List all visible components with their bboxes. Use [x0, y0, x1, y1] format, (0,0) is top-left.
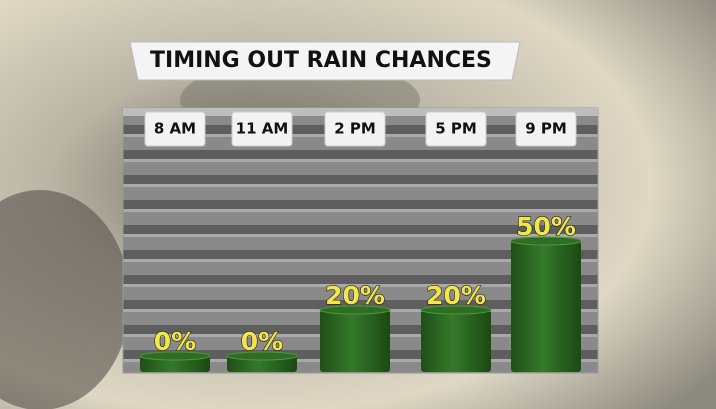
- bar: [140, 356, 210, 372]
- value-label: 0%: [241, 327, 283, 356]
- category-box: [324, 111, 386, 147]
- value-label: 50%: [516, 212, 576, 241]
- x-tick-label: 2 PM: [334, 120, 376, 138]
- category-box: [231, 111, 293, 147]
- x-tick-label: 9 PM: [525, 120, 567, 138]
- x-tick-label: 5 PM: [435, 120, 477, 138]
- bar-top: [226, 351, 298, 361]
- bar: [320, 310, 390, 372]
- category-box: [515, 111, 577, 147]
- bar: [227, 356, 297, 372]
- value-label: 0%: [154, 327, 196, 356]
- value-label: 20%: [426, 281, 486, 310]
- value-label: 20%: [325, 281, 385, 310]
- chart-title: TIMING OUT RAIN CHANCES: [150, 48, 492, 73]
- bar-top: [319, 305, 391, 315]
- category-box: [425, 111, 487, 147]
- x-tick-label: 11 AM: [236, 120, 289, 138]
- x-tick-label: 8 AM: [154, 120, 196, 138]
- title-banner: [129, 41, 521, 81]
- bar-top: [139, 351, 211, 361]
- bar: [421, 310, 491, 372]
- bar: [511, 241, 581, 372]
- category-box: [144, 111, 206, 147]
- bar-top: [510, 236, 582, 246]
- background-blur: [0, 190, 130, 409]
- bar-top: [420, 305, 492, 315]
